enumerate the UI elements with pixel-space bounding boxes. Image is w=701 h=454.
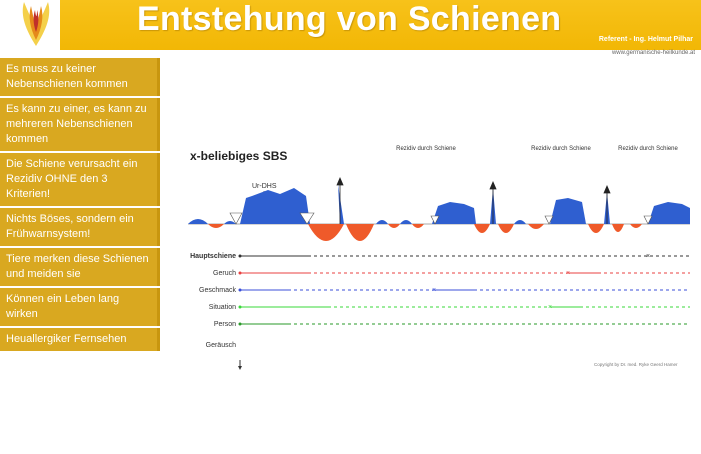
track-label-geschmack: Geschmack	[199, 287, 236, 294]
diagram-title: x-beliebiges SBS	[190, 149, 287, 163]
track-label-geraeusch: Geräusch	[206, 342, 236, 349]
sidebar-item-label: Tiere merken diese Schienen und meiden s…	[6, 253, 149, 280]
svg-text:×: ×	[548, 304, 552, 311]
sidebar-item-label: Die Schiene verursacht ein Rezidiv OHNE …	[6, 158, 138, 200]
svg-text:×: ×	[432, 287, 436, 294]
rezidiv-arrows	[336, 176, 611, 224]
sidebar-item-rezidiv: Die Schiene verursacht ein Rezidiv OHNE …	[0, 153, 160, 206]
rezidiv-label-2: Rezidiv durch Schiene	[531, 146, 591, 152]
sbs-diagram: x-beliebiges SBS Ur-DHS Rezidiv durch Sc…	[188, 146, 690, 370]
sidebar-item-multiple-side-tracks: Es kann zu einer, es kann zu mehreren Ne…	[0, 98, 160, 151]
track-label-geruch: Geruch	[213, 270, 236, 277]
rezidiv-label-1: Rezidiv durch Schiene	[396, 146, 456, 152]
sidebar-item-label: Nichts Böses, sondern ein Frühwarnsystem…	[6, 213, 134, 240]
sidebar-item-label: Es muss zu keiner Nebenschienen kommen	[6, 63, 128, 90]
track-lines: × × × ×	[238, 253, 690, 370]
website-label: www.germanische-heilkunde.at	[611, 50, 695, 56]
sidebar-item-early-warning: Nichts Böses, sondern ein Frühwarnsystem…	[0, 208, 160, 246]
sidebar: Es muss zu keiner Nebenschienen kommen E…	[0, 58, 160, 353]
sidebar-item-hay-fever: Heuallergiker Fernsehen	[0, 328, 160, 351]
sidebar-item-label: Können ein Leben lang wirken	[6, 293, 120, 320]
svg-text:×: ×	[646, 253, 650, 260]
dhs-markers	[229, 212, 653, 225]
referent-label: Referent - Ing. Helmut Pilhar	[598, 36, 693, 43]
header-bar	[0, 0, 701, 50]
sidebar-item-label: Heuallergiker Fernsehen	[6, 333, 127, 345]
copyright-label: Copyright by Dr. med. Ryke Geerd Hamer	[594, 362, 678, 367]
sidebar-item-animals: Tiere merken diese Schienen und meiden s…	[0, 248, 160, 286]
track-labels: Hauptschiene Geruch Geschmack Situation …	[190, 253, 236, 349]
logo-icon	[22, 2, 50, 46]
ur-dhs-label: Ur-DHS	[252, 183, 277, 190]
track-label-person: Person	[214, 321, 236, 328]
rezidiv-label-3: Rezidiv durch Schiene	[618, 146, 678, 152]
track-label-hauptschiene: Hauptschiene	[190, 253, 236, 260]
diagram-panel: x-beliebiges SBS Ur-DHS Rezidiv durch Sc…	[168, 118, 694, 380]
sbs-wave	[188, 184, 690, 241]
sidebar-item-lifelong: Können ein Leben lang wirken	[0, 288, 160, 326]
sidebar-item-label: Es kann zu einer, es kann zu mehreren Ne…	[6, 103, 147, 145]
sidebar-item-no-side-tracks: Es muss zu keiner Nebenschienen kommen	[0, 58, 160, 96]
svg-text:×: ×	[566, 270, 570, 277]
slide-title: Entstehung von Schienen	[137, 0, 562, 38]
track-label-situation: Situation	[209, 304, 236, 311]
